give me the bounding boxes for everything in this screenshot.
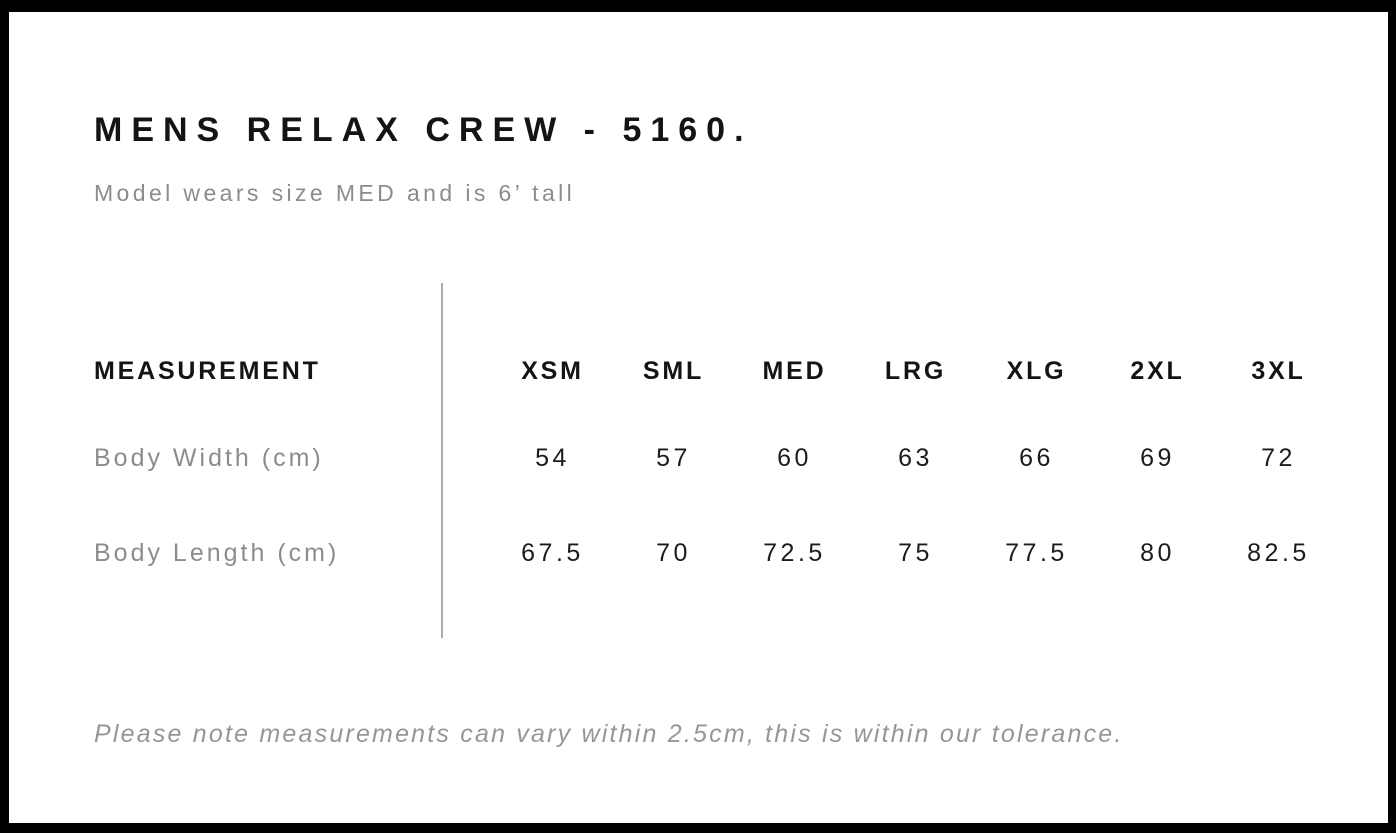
row-label-body-length: Body Length (cm) (94, 539, 340, 567)
row-label-body-width: Body Width (cm) (94, 444, 324, 472)
body-length-xlg: 77.5 (1005, 539, 1068, 567)
body-length-2xl: 80 (1140, 539, 1175, 567)
page-title: MENS RELAX CREW - 5160. (94, 111, 753, 149)
size-header-sml: SML (642, 357, 705, 385)
size-header-3xl: 3XL (1251, 357, 1306, 385)
table-row-body-length: Body Length (cm) 67.5 70 72.5 75 77.5 80… (94, 541, 1339, 566)
tolerance-note: Please note measurements can vary within… (94, 720, 1124, 748)
table-header-row: MEASUREMENT XSM SML MED LRG XLG 2XL 3XL (94, 359, 1339, 384)
size-header-xlg: XLG (1006, 357, 1067, 385)
model-size-note: Model wears size MED and is 6’ tall (94, 180, 576, 206)
body-width-xsm: 54 (535, 444, 570, 472)
body-width-lrg: 63 (898, 444, 933, 472)
body-length-3xl: 82.5 (1247, 539, 1310, 567)
body-length-xsm: 67.5 (521, 539, 584, 567)
body-width-med: 60 (777, 444, 812, 472)
size-header-2xl: 2XL (1130, 357, 1185, 385)
body-width-2xl: 69 (1140, 444, 1175, 472)
body-length-med: 72.5 (763, 539, 826, 567)
body-width-3xl: 72 (1261, 444, 1296, 472)
table-row-body-width: Body Width (cm) 54 57 60 63 66 69 72 (94, 446, 1339, 471)
size-header-lrg: LRG (884, 357, 947, 385)
body-width-xlg: 66 (1019, 444, 1054, 472)
column-header-measurement: MEASUREMENT (94, 357, 321, 385)
size-header-xsm: XSM (521, 357, 584, 385)
body-length-lrg: 75 (898, 539, 933, 567)
table-divider-line (441, 283, 443, 638)
body-length-sml: 70 (656, 539, 691, 567)
body-width-sml: 57 (656, 444, 691, 472)
size-header-med: MED (762, 357, 827, 385)
